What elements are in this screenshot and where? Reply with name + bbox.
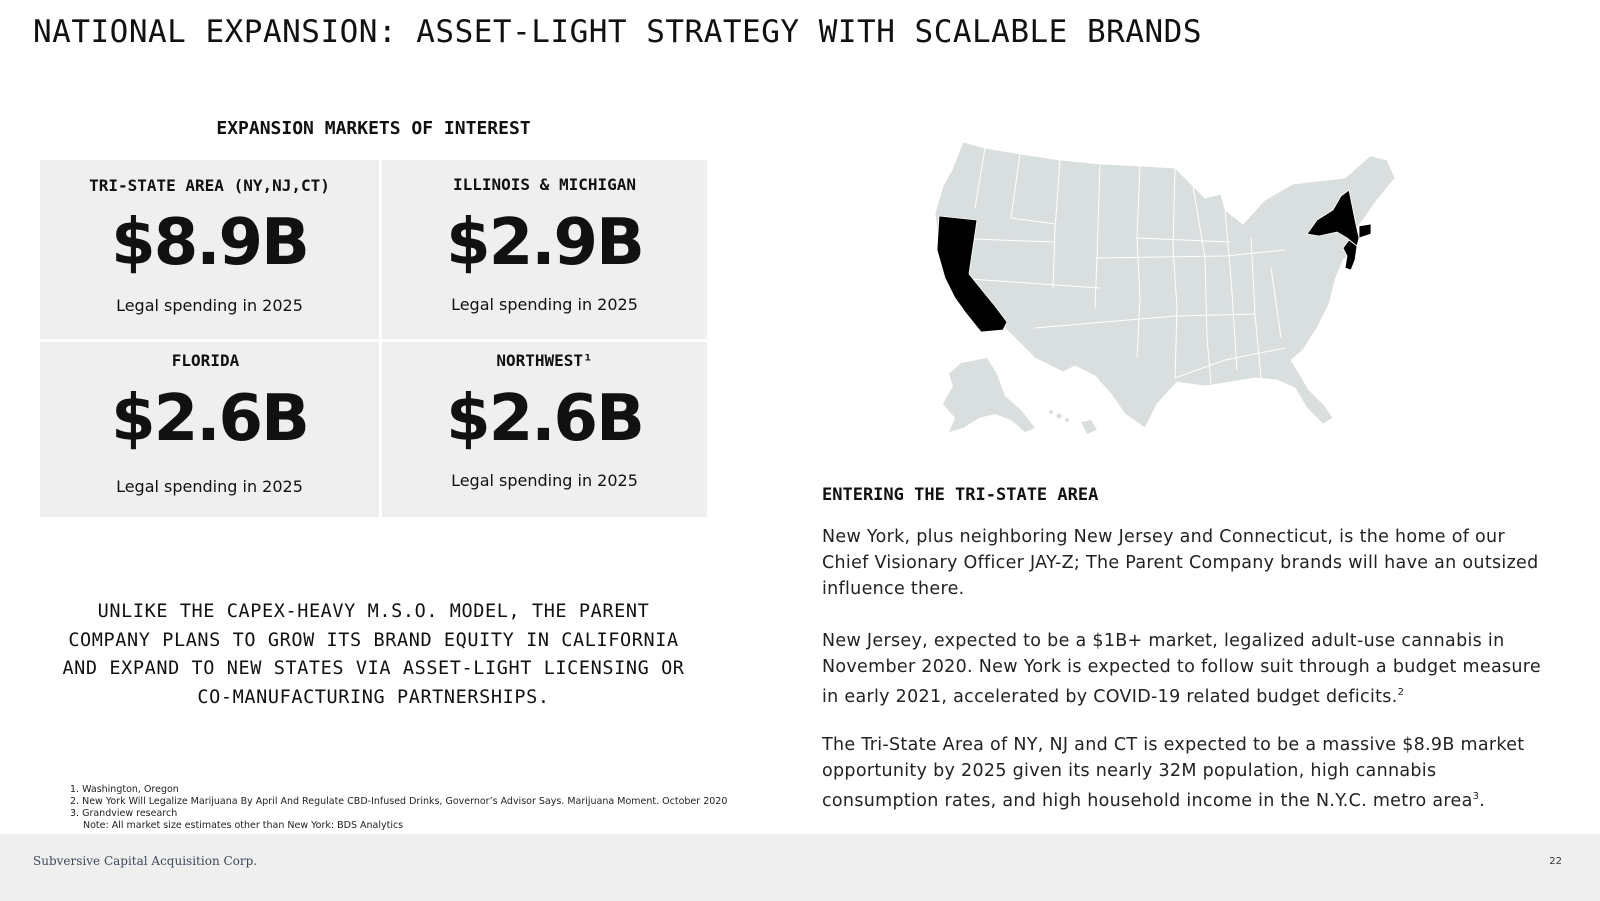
paragraph-3-ref: 3 bbox=[1472, 791, 1480, 802]
us-map bbox=[934, 141, 1396, 434]
section-heading: ENTERING THE TRI-STATE AREA bbox=[822, 485, 1099, 505]
market-caption: Legal spending in 2025 bbox=[116, 296, 303, 315]
us-mainland-shape bbox=[934, 141, 1396, 429]
paragraph-3: The Tri-State Area of NY, NJ and CT is e… bbox=[822, 732, 1542, 814]
market-label: FLORIDA bbox=[171, 351, 240, 370]
market-value: $2.6B bbox=[111, 382, 310, 456]
company-name: Subversive Capital Acquisition Corp. bbox=[33, 854, 258, 868]
market-caption: Legal spending in 2025 bbox=[451, 295, 638, 314]
paragraph-2-text: New Jersey, expected to be a $1B+ market… bbox=[822, 631, 1541, 707]
markets-heading: EXPANSION MARKETS OF INTEREST bbox=[216, 118, 531, 139]
market-card-northwest: NORTHWEST¹ $2.6B Legal spending in 2025 bbox=[382, 342, 707, 517]
market-value: $2.9B bbox=[446, 206, 645, 280]
hawaii-shape bbox=[1049, 410, 1097, 434]
market-card-tri-state: TRI-STATE AREA (NY,NJ,CT) $8.9B Legal sp… bbox=[40, 160, 379, 339]
footer: Subversive Capital Acquisition Corp. 22 bbox=[0, 834, 1600, 901]
footnotes: 1. Washington, Oregon 2. New York Will L… bbox=[70, 784, 727, 832]
page-number: 22 bbox=[1549, 856, 1562, 867]
strategy-tagline: UNLIKE THE CAPEX-HEAVY M.S.O. MODEL, THE… bbox=[62, 601, 685, 708]
paragraph-2: New Jersey, expected to be a $1B+ market… bbox=[822, 628, 1542, 710]
market-value: $8.9B bbox=[111, 206, 310, 280]
footnote-note: Note: All market size estimates other th… bbox=[83, 820, 404, 831]
paragraph-1: New York, plus neighboring New Jersey an… bbox=[822, 527, 1539, 599]
market-label: TRI-STATE AREA (NY,NJ,CT) bbox=[89, 176, 330, 195]
california-shape bbox=[936, 215, 1008, 333]
market-card-florida: FLORIDA $2.6B Legal spending in 2025 bbox=[40, 342, 379, 517]
new-york-shape bbox=[1306, 189, 1360, 247]
slide-title: NATIONAL EXPANSION: ASSET-LIGHT STRATEGY… bbox=[33, 14, 1202, 50]
market-caption: Legal spending in 2025 bbox=[116, 477, 303, 496]
market-caption: Legal spending in 2025 bbox=[451, 471, 638, 490]
footnote-2: 2. New York Will Legalize Marijuana By A… bbox=[70, 796, 728, 807]
market-card-illinois-michigan: ILLINOIS & MICHIGAN $2.9B Legal spending… bbox=[382, 160, 707, 339]
new-jersey-shape bbox=[1342, 239, 1358, 271]
market-label: ILLINOIS & MICHIGAN bbox=[452, 175, 637, 194]
market-value: $2.6B bbox=[446, 382, 645, 456]
connecticut-shape bbox=[1358, 223, 1372, 239]
footnote-1: 1. Washington, Oregon bbox=[70, 784, 179, 795]
market-label: NORTHWEST¹ bbox=[496, 351, 593, 370]
paragraph-3-end: . bbox=[1479, 790, 1486, 811]
paragraph-3-text: The Tri-State Area of NY, NJ and CT is e… bbox=[822, 735, 1525, 811]
alaska-shape bbox=[943, 358, 1035, 432]
footnote-3: 3. Grandview research bbox=[70, 808, 178, 819]
paragraph-2-ref: 2 bbox=[1397, 687, 1405, 698]
